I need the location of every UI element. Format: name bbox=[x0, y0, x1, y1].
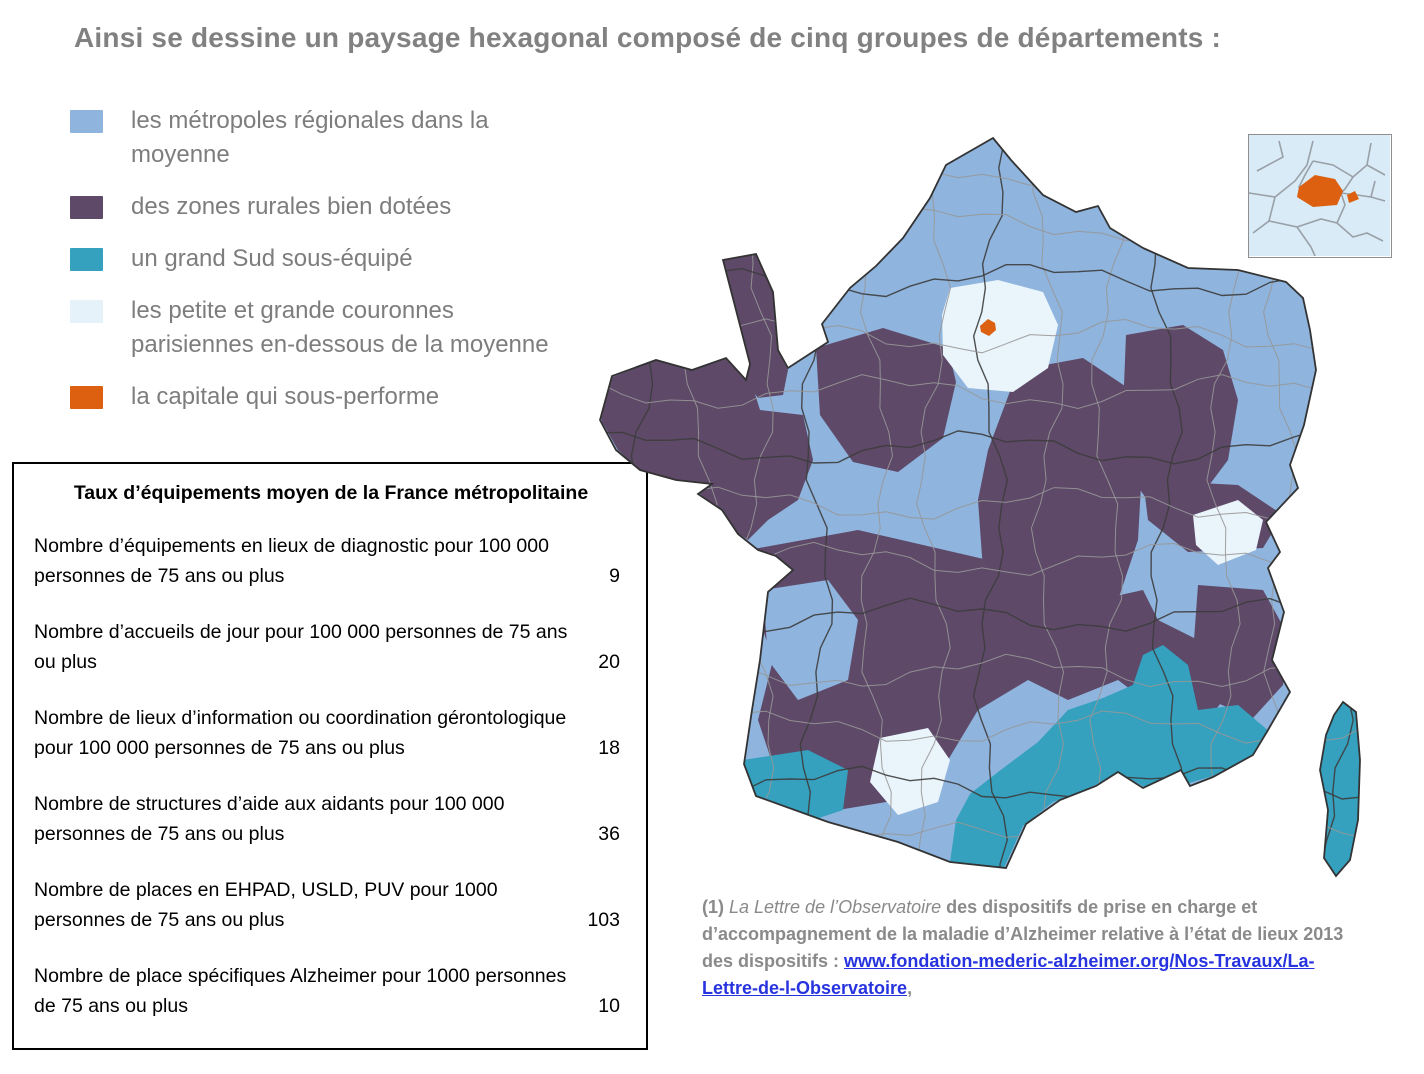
legend-item-label: les métropoles régionales dans la moyenn… bbox=[131, 107, 489, 168]
footnote-text: des dispositifs de prise en charge et d’… bbox=[702, 897, 1344, 971]
footnote: (1) La Lettre de l’Observatoire des disp… bbox=[702, 894, 1366, 1002]
row-label: Nombre de place spécifiques Alzheimer po… bbox=[34, 965, 567, 1017]
table-row: Nombre d’accueils de jour pour 100 000 p… bbox=[34, 617, 628, 677]
row-label: Nombre de lieux d’information ou coordin… bbox=[34, 707, 567, 759]
legend-item-rurales: des zones rurales bien dotées bbox=[70, 190, 550, 224]
page-title: Ainsi se dessine un paysage hexagonal co… bbox=[74, 22, 1222, 53]
stats-table-rows: Nombre d’équipements en lieux de diagnos… bbox=[34, 531, 628, 1021]
legend-swatch-sud bbox=[70, 248, 103, 271]
footnote-link[interactable]: www.fondation-mederic-alzheimer.org/Nos-… bbox=[702, 951, 1315, 998]
map-legend: les métropoles régionales dans la moyenn… bbox=[70, 104, 550, 432]
france-choropleth-map bbox=[598, 120, 1398, 890]
row-label: Nombre d’équipements en lieux de diagnos… bbox=[34, 535, 549, 587]
legend-item-label: la capitale qui sous-performe bbox=[131, 383, 440, 410]
paris-inset-svg bbox=[1249, 135, 1390, 256]
table-row: Nombre de places en EHPAD, USLD, PUV pou… bbox=[34, 875, 628, 935]
stats-table: Taux d’équipements moyen de la France mé… bbox=[12, 462, 648, 1050]
table-row: Nombre d’équipements en lieux de diagnos… bbox=[34, 531, 628, 591]
france-map-svg bbox=[599, 136, 1361, 878]
paris-region-inset bbox=[1248, 134, 1392, 258]
footnote-suffix: , bbox=[907, 978, 913, 998]
legend-item-couronnes: les petite et grande couronnes parisienn… bbox=[70, 294, 550, 362]
stats-table-title: Taux d’équipements moyen de la France mé… bbox=[73, 482, 589, 504]
legend-swatch-rurales bbox=[70, 196, 103, 219]
row-label: Nombre de structures d’aide aux aidants … bbox=[34, 793, 505, 845]
row-label: Nombre d’accueils de jour pour 100 000 p… bbox=[34, 621, 568, 673]
legend-item-sud: un grand Sud sous-équipé bbox=[70, 242, 550, 276]
legend-swatch-metropoles bbox=[70, 110, 103, 133]
row-label: Nombre de places en EHPAD, USLD, PUV pou… bbox=[34, 879, 498, 931]
legend-item-capitale: la capitale qui sous-performe bbox=[70, 380, 550, 414]
legend-item-label: des zones rurales bien dotées bbox=[131, 193, 452, 220]
footnote-italic: La Lettre de l’Observatoire bbox=[729, 897, 942, 917]
row-value: 103 bbox=[587, 909, 620, 931]
row-value: 36 bbox=[598, 823, 620, 845]
row-value: 10 bbox=[598, 995, 620, 1017]
table-row: Nombre de place spécifiques Alzheimer po… bbox=[34, 961, 628, 1021]
paris-marker bbox=[980, 319, 996, 336]
row-value: 9 bbox=[609, 565, 620, 587]
legend-item-metropoles: les métropoles régionales dans la moyenn… bbox=[70, 104, 550, 172]
legend-item-label: un grand Sud sous-équipé bbox=[131, 245, 413, 272]
table-row: Nombre de lieux d’information ou coordin… bbox=[34, 703, 628, 763]
footnote-marker: (1) bbox=[702, 897, 729, 917]
legend-swatch-couronnes bbox=[70, 300, 103, 323]
row-value: 18 bbox=[598, 737, 620, 759]
inset-paris-shape bbox=[1297, 175, 1343, 207]
legend-swatch-capitale bbox=[70, 386, 103, 409]
table-row: Nombre de structures d’aide aux aidants … bbox=[34, 789, 628, 849]
row-value: 20 bbox=[598, 651, 620, 673]
legend-item-label: les petite et grande couronnes parisienn… bbox=[131, 297, 549, 358]
